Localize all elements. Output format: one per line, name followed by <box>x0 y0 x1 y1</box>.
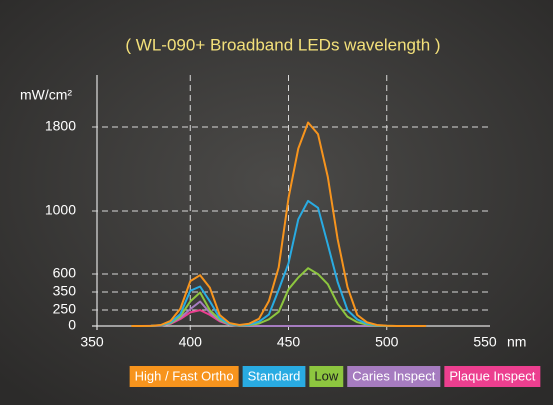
legend-swatch <box>347 366 441 387</box>
y-tick-label: 600 <box>53 265 77 281</box>
x-axis-label: nm <box>507 334 526 350</box>
legend: High / Fast Ortho Standard Low Caries Inspe… <box>129 366 541 387</box>
legend-label: Standard <box>248 368 301 383</box>
chart-title: ( WL-090+ Broadband LEDs wavelength ) <box>125 35 440 54</box>
x-tick-label: 450 <box>277 334 301 350</box>
y-tick-label: 1000 <box>45 202 76 218</box>
legend-swatch <box>129 366 239 387</box>
x-tick-label: 550 <box>473 334 497 350</box>
x-tick-label: 400 <box>179 334 203 350</box>
legend-label: Plaque Inspect <box>449 368 535 383</box>
y-tick-label: 0 <box>68 317 76 333</box>
series-line <box>131 121 427 327</box>
y-tick-label: 350 <box>53 283 77 299</box>
y-tick-label: 1800 <box>45 118 76 134</box>
y-axis-label: mW/cm² <box>20 87 72 103</box>
legend-label: Low <box>314 368 338 383</box>
y-tick-label: 250 <box>53 301 77 317</box>
legend-swatch <box>309 366 344 387</box>
legend-label: Caries Inspect <box>352 368 435 383</box>
x-tick-label: 500 <box>375 334 399 350</box>
legend-swatch <box>242 366 306 387</box>
legend-swatch <box>444 366 541 387</box>
legend-label: High / Fast Ortho <box>135 368 234 383</box>
x-tick-label: 350 <box>80 334 104 350</box>
